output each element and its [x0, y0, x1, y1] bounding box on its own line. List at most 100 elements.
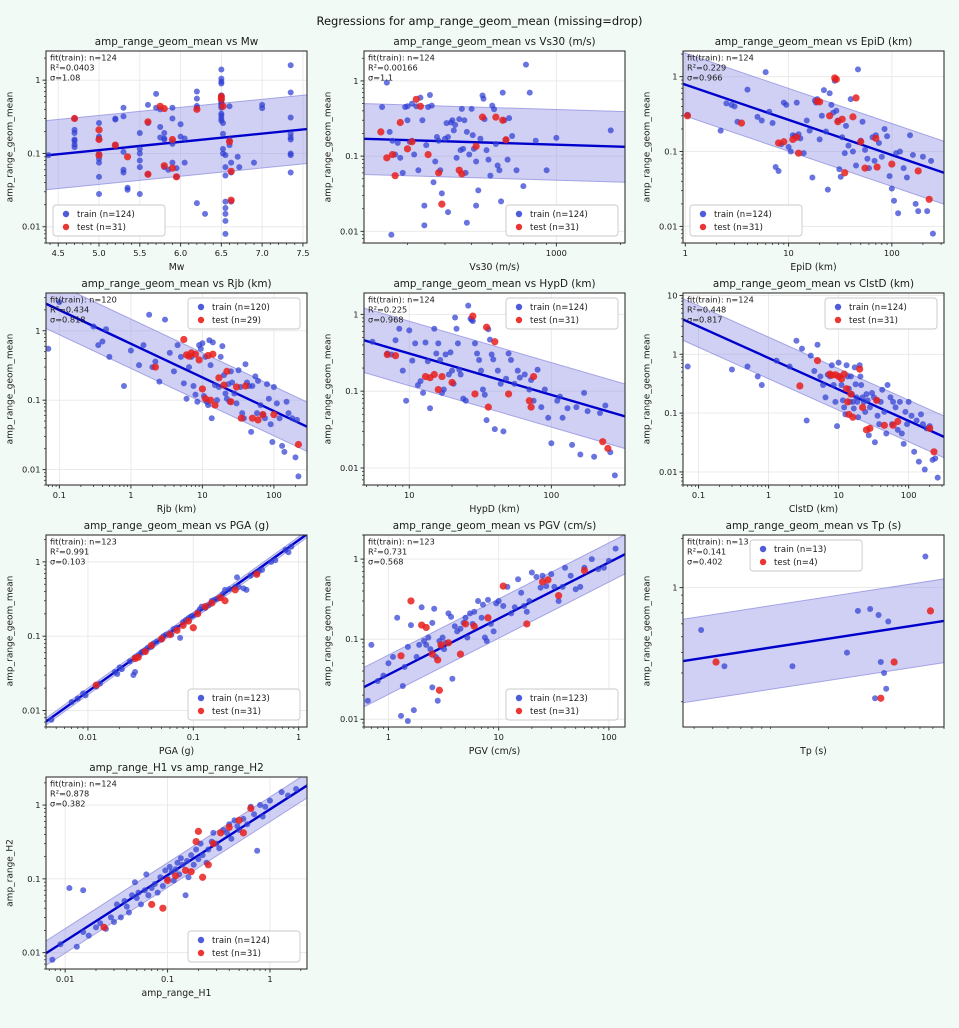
train-point — [473, 158, 480, 165]
stats-text: σ=0.382 — [50, 799, 86, 809]
test-point — [825, 112, 833, 120]
train-point — [934, 474, 941, 481]
legend-box — [505, 297, 619, 330]
test-point — [484, 614, 492, 622]
train-point — [57, 941, 64, 948]
train-point — [492, 426, 499, 433]
train-point — [490, 356, 497, 363]
train-point — [573, 404, 580, 411]
legend: train (n=120) test (n=29) — [187, 297, 301, 330]
train-point — [285, 410, 292, 417]
test-point — [227, 398, 235, 406]
test-point — [383, 154, 391, 162]
stats-text: fit(train): n=13 — [687, 537, 749, 547]
train-point — [496, 597, 503, 604]
data-layer — [682, 298, 944, 481]
test-point — [221, 597, 229, 605]
test-point — [404, 145, 412, 153]
test-point — [815, 98, 823, 106]
train-point — [864, 397, 871, 404]
test-point — [408, 138, 416, 146]
subplot-pga-g-: 0.01 0.1 1 0.01 0.1 1 fit(train): n=123 R²=0.99… — [2, 518, 320, 760]
train-point — [717, 127, 724, 134]
train-point — [177, 855, 184, 862]
train-point — [548, 571, 555, 578]
train-point — [188, 852, 195, 859]
test-point — [491, 338, 499, 346]
train-point — [117, 914, 124, 921]
train-point — [157, 874, 164, 881]
test-point — [100, 923, 108, 931]
train-point — [106, 353, 113, 360]
train-point — [217, 353, 224, 360]
train-point — [435, 137, 442, 144]
train-point — [728, 366, 735, 373]
test-point — [144, 118, 152, 126]
test-point — [499, 582, 508, 590]
train-point — [265, 395, 272, 402]
train-point — [518, 589, 525, 596]
train-point — [251, 811, 258, 818]
train-point — [744, 86, 751, 93]
train-point — [800, 150, 807, 157]
train-point — [931, 455, 938, 462]
legend-train-label: train (n=124) — [77, 210, 135, 220]
y-tick-label: 1 — [35, 557, 40, 567]
train-point — [435, 697, 442, 704]
train-point — [506, 115, 513, 122]
test-point — [887, 160, 896, 168]
train-point — [470, 132, 477, 139]
train-point — [455, 340, 462, 347]
train-point — [922, 553, 929, 560]
train-point — [66, 885, 73, 892]
train-point — [403, 397, 410, 404]
train-point — [449, 675, 456, 682]
train-point — [92, 924, 99, 931]
subplot-clstd-km-: 0.1 1 10 100 0.01 0.1 1 10 fit(train): n=124 R²=0… — [639, 276, 957, 518]
test-point — [848, 413, 857, 421]
train-point — [118, 666, 125, 673]
y-tick-label: 1 — [672, 72, 677, 82]
train-point — [902, 408, 909, 415]
plot-title: amp_range_geom_mean vs Vs30 (m/s) — [394, 36, 596, 48]
stats-text: R²=0.731 — [368, 547, 407, 557]
test-point — [832, 75, 840, 83]
train-point — [465, 302, 472, 309]
legend: train (n=123) test (n=31) — [505, 688, 619, 721]
train-point — [228, 835, 235, 842]
train-point — [910, 448, 917, 455]
stats-text: σ=1.1 — [368, 73, 393, 83]
data-layer — [46, 535, 307, 726]
plot-svg: 0.1 1 10 100 0.01 0.1 1 10 fit(train): n=124R²=0… — [642, 278, 945, 515]
train-point — [443, 120, 450, 127]
stats-text: R²=0.0403 — [50, 63, 94, 73]
train-point — [222, 198, 229, 205]
train-point — [174, 342, 181, 349]
train-point — [491, 106, 498, 113]
test-point — [880, 421, 888, 429]
test-point — [377, 128, 385, 136]
train-point — [140, 342, 147, 349]
train-point — [123, 903, 130, 910]
legend: train (n=124) test (n=31) — [187, 930, 301, 963]
train-point — [807, 352, 814, 359]
y-tick-label: 0.1 — [664, 408, 677, 418]
train-point — [820, 87, 827, 94]
test-point — [157, 635, 166, 643]
test-point — [436, 686, 444, 694]
y-tick-label: 0.1 — [664, 147, 677, 157]
train-point — [380, 672, 387, 679]
legend: train (n=124) test (n=31) — [505, 204, 619, 237]
train-point — [107, 914, 114, 921]
legend-train-marker — [699, 210, 706, 218]
x-tick-label: 1 — [267, 974, 272, 984]
train-point — [494, 162, 501, 169]
train-point — [857, 382, 864, 389]
test-point — [225, 138, 234, 146]
subplot-pgv-cm-s-: 1 10 100 0.01 0.1 1 fit(train): n=123 R²=0.731 σ… — [320, 518, 638, 760]
train-point — [508, 610, 515, 617]
axes-frame — [45, 50, 308, 244]
test-point — [148, 900, 156, 909]
x-tick-label: 0.1 — [692, 490, 705, 500]
y-axis-label: amp_range_geom_mean — [642, 92, 652, 203]
